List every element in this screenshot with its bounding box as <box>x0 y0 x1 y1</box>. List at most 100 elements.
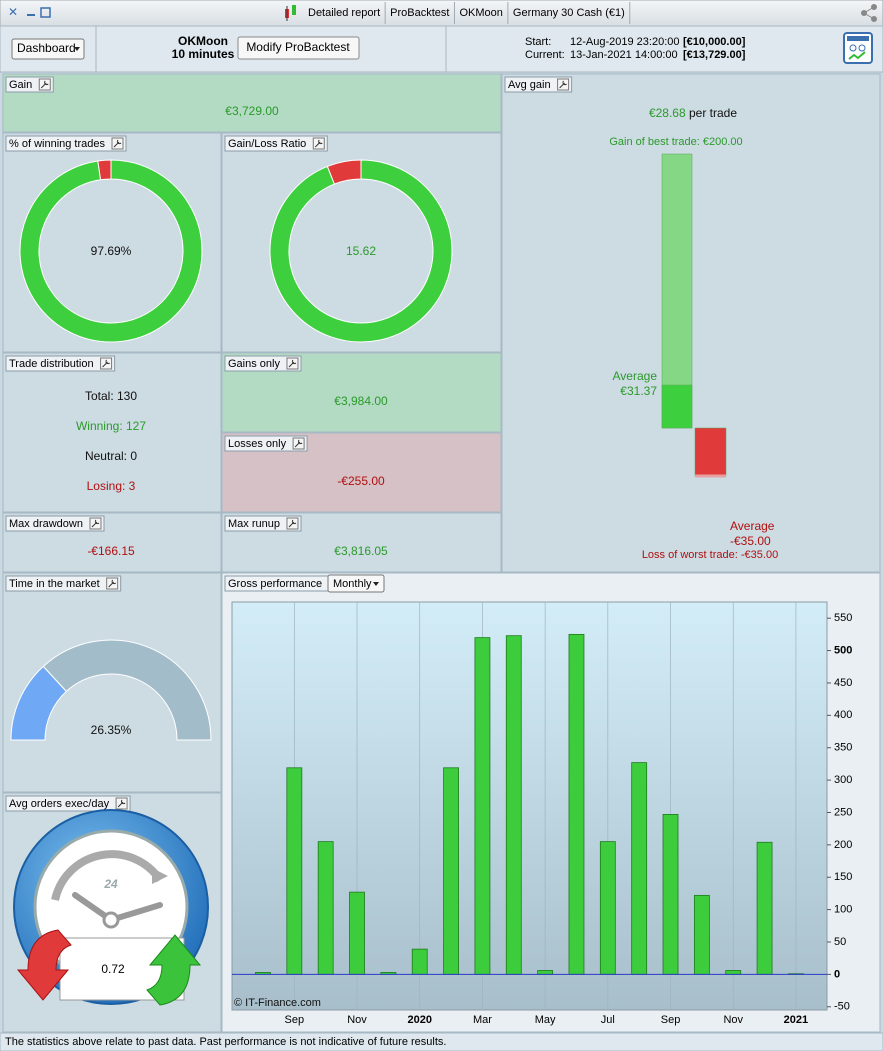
y-tick-label: 300 <box>834 774 852 786</box>
y-tick-label: -50 <box>834 1001 850 1013</box>
panel-title-box <box>5 135 127 152</box>
panel-title-box <box>224 355 302 372</box>
panel-title-box <box>224 515 302 532</box>
y-tick-label: 150 <box>834 871 852 883</box>
x-tick-label: Sep <box>285 1014 305 1026</box>
wrench <box>108 579 117 588</box>
period-label[interactable]: Monthly <box>333 578 372 590</box>
max-drawdown-value: -€166.15 <box>87 544 135 558</box>
avg-gain-unit: per trade <box>689 106 737 120</box>
dropdown-arrow <box>373 582 379 586</box>
worst-trade-value: -€35.00 <box>741 549 778 561</box>
losses-only-value: -€255.00 <box>337 474 385 488</box>
bar <box>599 841 616 975</box>
y-tick-label: 550 <box>834 612 852 624</box>
best-trade-label: Gain of best trade: €200.00 <box>609 136 742 148</box>
distribution-value: 3 <box>129 479 136 493</box>
share-icon[interactable] <box>861 4 877 22</box>
dashboard-label[interactable]: Dashboard <box>17 41 76 55</box>
gain-loss-ratio-value: 15.62 <box>346 244 376 258</box>
bar <box>317 841 334 975</box>
wrench <box>314 139 323 148</box>
start-label: Start: <box>525 36 551 48</box>
x-tick-label: May <box>535 1014 556 1026</box>
tab-label[interactable]: Detailed report <box>308 7 380 19</box>
average-gain-value: €31.37 <box>620 384 657 398</box>
distribution-label: Winning: <box>76 419 123 433</box>
average-gain-bar <box>661 384 693 429</box>
report-icon[interactable] <box>843 32 873 64</box>
average-loss-text: Average <box>730 519 775 533</box>
panel-title: Max drawdown <box>9 518 83 530</box>
minimize-icon[interactable] <box>27 14 35 16</box>
tab-label[interactable]: OKMoon <box>459 7 502 19</box>
wrench <box>294 439 303 448</box>
watermark: © IT-Finance.com <box>234 997 321 1009</box>
x-tick-label: 2021 <box>784 1014 808 1026</box>
x-tick-label: Jul <box>601 1014 615 1026</box>
best-trade-text: Gain of best trade: <box>609 136 700 148</box>
bar <box>349 891 365 975</box>
tab-label[interactable]: ProBacktest <box>390 7 449 19</box>
modify-button-label[interactable]: Modify ProBacktest <box>246 40 350 54</box>
donut-losses <box>326 159 362 185</box>
clock-icon <box>13 809 209 1006</box>
start-date: 12-Aug-2019 23:20:00 <box>570 36 679 48</box>
wrench <box>288 519 297 528</box>
bar <box>286 767 303 975</box>
current-label: Current: <box>525 49 565 61</box>
modify-button[interactable] <box>237 36 360 60</box>
panel-title-box <box>5 355 116 372</box>
bar <box>443 767 459 975</box>
panel-title: Trade distribution <box>9 358 94 370</box>
panel-title-box <box>224 435 308 452</box>
panel-title: Avg orders exec/day <box>9 798 110 810</box>
wrench <box>102 359 110 368</box>
best-trade-value: €200.00 <box>703 136 743 148</box>
wrench <box>40 80 49 89</box>
header-bar <box>0 25 883 73</box>
bar <box>505 635 522 975</box>
panel <box>2 352 222 513</box>
distribution-line: Neutral: 0 <box>85 449 137 463</box>
bar <box>662 814 679 975</box>
bar <box>693 894 710 975</box>
average-gain-text: Average <box>613 369 658 383</box>
footer-text: The statistics above relate to past data… <box>5 1036 446 1048</box>
x-tick-label: Mar <box>473 1014 492 1026</box>
distribution-line: Losing: 3 <box>87 479 136 493</box>
distribution-value: 127 <box>126 419 146 433</box>
y-tick-label: 250 <box>834 806 852 818</box>
y-tick-label: 350 <box>834 742 852 754</box>
worst-trade-label: Loss of worst trade: -€35.00 <box>642 549 778 561</box>
x-tick-label: 2020 <box>407 1014 431 1026</box>
close-icon[interactable]: ✕ <box>8 5 18 19</box>
panel-title-box <box>224 135 328 152</box>
distribution-line: Total: 130 <box>85 389 137 403</box>
distribution-line: Winning: 127 <box>76 419 146 433</box>
panel-title: Gross performance <box>228 578 322 590</box>
footer-bar <box>0 1032 883 1051</box>
maximize-icon[interactable] <box>40 7 51 18</box>
distribution-label: Losing: <box>87 479 126 493</box>
wrench <box>559 80 567 89</box>
period-dropdown[interactable] <box>327 574 385 593</box>
gain-value: €3,729.00 <box>225 104 279 118</box>
x-tick-label: Nov <box>347 1014 367 1026</box>
strategy-name: OKMoon <box>178 34 228 48</box>
distribution-value: 130 <box>117 389 137 403</box>
wrench <box>288 359 297 368</box>
bar <box>537 970 554 975</box>
panel-title: Gain/Loss Ratio <box>228 138 306 150</box>
bar <box>725 970 742 975</box>
wrench <box>117 799 126 808</box>
distribution-label: Total: <box>85 389 114 403</box>
current-capital: [€13,729.00] <box>683 49 746 61</box>
timeframe: 10 minutes <box>172 47 235 61</box>
panel-title: Gain <box>9 79 32 91</box>
dashboard-dropdown[interactable] <box>11 38 85 60</box>
tab-label[interactable]: Germany 30 Cash (€1) <box>513 7 625 19</box>
winning-pct-value: 97.69% <box>91 244 132 258</box>
panel-title-box <box>5 795 131 812</box>
